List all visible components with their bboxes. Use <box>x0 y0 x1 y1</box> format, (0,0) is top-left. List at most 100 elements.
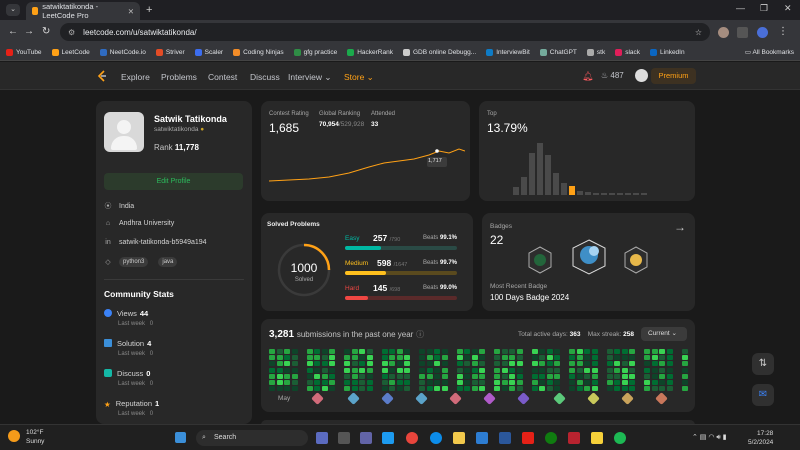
heatmap-cell[interactable] <box>344 386 350 392</box>
heatmap-cell[interactable] <box>441 367 448 373</box>
heatmap-cell[interactable] <box>606 386 613 392</box>
nav-problems[interactable]: Problems <box>161 72 197 82</box>
heatmap-cell[interactable] <box>321 355 328 361</box>
heatmap-cell[interactable] <box>501 355 508 361</box>
heatmap-cell[interactable] <box>666 386 673 392</box>
heatmap-cell[interactable] <box>479 355 485 361</box>
heatmap-cell[interactable] <box>531 349 538 354</box>
heatmap-cell[interactable] <box>509 355 515 361</box>
heatmap-cell[interactable] <box>344 380 350 385</box>
heatmap-cell[interactable] <box>471 361 478 367</box>
heatmap-cell[interactable] <box>291 367 298 373</box>
youtube-icon[interactable] <box>522 432 534 444</box>
heatmap-cell[interactable] <box>621 373 628 379</box>
heatmap-cell[interactable] <box>359 361 365 367</box>
heatmap-cell[interactable] <box>614 349 620 354</box>
heatmap-cell[interactable] <box>291 361 298 367</box>
heatmap-cell[interactable] <box>651 361 658 367</box>
heatmap-cell[interactable] <box>516 380 523 385</box>
heatmap-cell[interactable] <box>546 355 553 361</box>
heatmap-cell[interactable] <box>584 361 590 367</box>
year-select[interactable]: Current ⌄ <box>641 327 687 341</box>
heatmap-cell[interactable] <box>284 355 290 361</box>
heatmap-cell[interactable] <box>404 355 410 361</box>
heatmap-cell[interactable] <box>629 386 635 392</box>
heatmap-cell[interactable] <box>554 367 560 373</box>
heatmap-cell[interactable] <box>591 361 598 367</box>
heatmap-cell[interactable] <box>456 367 463 373</box>
heatmap-cell[interactable] <box>569 349 575 354</box>
heatmap-cell[interactable] <box>681 349 688 354</box>
heatmap-cell[interactable] <box>531 373 538 379</box>
rating-distribution-histogram[interactable] <box>487 141 687 197</box>
heatmap-cell[interactable] <box>554 349 560 354</box>
heatmap-cell[interactable] <box>606 373 613 379</box>
heatmap-cell[interactable] <box>576 361 583 367</box>
heatmap-cell[interactable] <box>434 355 440 361</box>
heatmap-cell[interactable] <box>621 367 628 373</box>
heatmap-cell[interactable] <box>554 380 560 385</box>
heatmap-cell[interactable] <box>269 349 275 354</box>
heatmap-cell[interactable] <box>344 349 350 354</box>
heatmap-cell[interactable] <box>591 373 598 379</box>
monthly-badge-icon[interactable] <box>517 392 530 405</box>
widgets-icon[interactable] <box>316 432 328 444</box>
heatmap-cell[interactable] <box>666 355 673 361</box>
premium-button[interactable]: Premium <box>651 68 696 84</box>
heatmap-cell[interactable] <box>651 380 658 385</box>
heatmap-cell[interactable] <box>276 349 283 354</box>
browser-tab[interactable]: satwiktatikonda - LeetCode Pro ✕ <box>26 2 140 20</box>
heatmap-cell[interactable] <box>396 361 403 367</box>
heatmap-cell[interactable] <box>269 373 275 379</box>
bookmark-hackerrank[interactable]: HackerRank <box>347 48 393 56</box>
heatmap-cell[interactable] <box>471 367 478 373</box>
heatmap-cell[interactable] <box>396 373 403 379</box>
heatmap-cell[interactable] <box>314 355 320 361</box>
heatmap-cell[interactable] <box>464 355 470 361</box>
heatmap-cell[interactable] <box>351 386 358 392</box>
heatmap-cell[interactable] <box>659 380 665 385</box>
forward-icon[interactable]: → <box>24 26 34 37</box>
heatmap-cell[interactable] <box>359 349 365 354</box>
heatmap-cell[interactable] <box>621 349 628 354</box>
heatmap-cell[interactable] <box>569 367 575 373</box>
heatmap-cell[interactable] <box>404 361 410 367</box>
heatmap-cell[interactable] <box>576 355 583 361</box>
spotify-icon[interactable] <box>614 432 626 444</box>
heatmap-cell[interactable] <box>419 349 425 354</box>
chrome-icon[interactable] <box>406 432 418 444</box>
heatmap-cell[interactable] <box>621 355 628 361</box>
nav-explore[interactable]: Explore <box>121 72 150 82</box>
heatmap-cell[interactable] <box>314 349 320 354</box>
heatmap-cell[interactable] <box>501 380 508 385</box>
xbox-icon[interactable] <box>545 432 557 444</box>
leetcode-logo-icon[interactable] <box>96 70 108 82</box>
heatmap-cell[interactable] <box>351 361 358 367</box>
heatmap-cell[interactable] <box>434 373 440 379</box>
streak-counter[interactable]: ♨ 487 <box>601 71 624 80</box>
heatmap-cell[interactable] <box>441 380 448 385</box>
heatmap-cell[interactable] <box>509 349 515 354</box>
heatmap-cell[interactable] <box>441 355 448 361</box>
heatmap-cell[interactable] <box>366 361 373 367</box>
heatmap-cell[interactable] <box>501 367 508 373</box>
close-tab-icon[interactable]: ✕ <box>127 6 134 16</box>
vscode-icon[interactable] <box>476 432 488 444</box>
sticky-notes-icon[interactable] <box>591 432 603 444</box>
heatmap-cell[interactable] <box>509 361 515 367</box>
heatmap-cell[interactable] <box>351 367 358 373</box>
nav-store[interactable]: Store ⌄ <box>344 72 374 82</box>
site-info-icon[interactable]: ⚙ <box>68 27 76 37</box>
heatmap-cell[interactable] <box>426 373 433 379</box>
heatmap-cell[interactable] <box>606 380 613 385</box>
bookmark-stk[interactable]: stk <box>586 48 605 56</box>
maximize-icon[interactable]: ❐ <box>760 3 769 13</box>
all-bookmarks-button[interactable]: ▭ All Bookmarks <box>744 49 794 56</box>
heatmap-cell[interactable] <box>359 380 365 385</box>
heatmap-cell[interactable] <box>291 349 298 354</box>
heatmap-cell[interactable] <box>314 361 320 367</box>
heatmap-cell[interactable] <box>584 367 590 373</box>
heatmap-cell[interactable] <box>314 367 320 373</box>
monthly-badge-icon[interactable] <box>655 392 668 405</box>
heatmap-cell[interactable] <box>441 386 448 392</box>
